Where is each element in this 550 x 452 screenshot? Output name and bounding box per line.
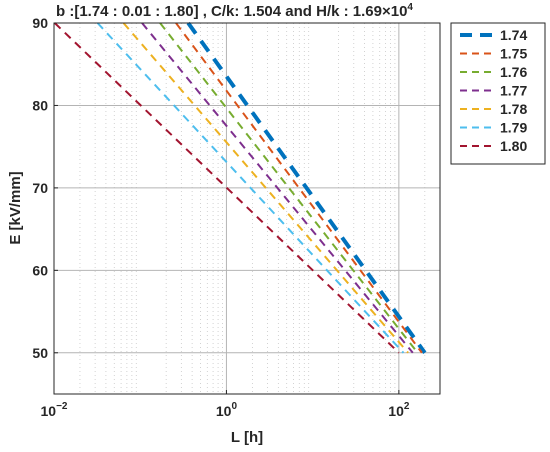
legend-label: 1.75	[500, 46, 527, 62]
chart-title: b :[1.74 : 0.01 : 1.80] , C/k: 1.504 and…	[56, 2, 413, 20]
series-group	[54, 21, 427, 354]
grid	[54, 23, 440, 394]
legend-box	[450, 22, 546, 165]
legend-label: 1.77	[500, 83, 527, 99]
legend-label: 1.78	[500, 101, 527, 117]
legend-label: 1.79	[500, 120, 527, 136]
series-line-1-77	[141, 22, 414, 354]
x-axis-label: L [h]	[231, 429, 263, 446]
y-axis-ticks: 50 60 70 80 90	[32, 15, 58, 361]
series-line-1-80	[54, 22, 400, 354]
legend-label: 1.74	[500, 27, 527, 43]
x-axis-ticks: 10−2 100 102	[41, 390, 410, 419]
y-tick-label: 70	[32, 180, 48, 196]
y-tick-label: 60	[32, 262, 48, 278]
series-line-1-78	[122, 22, 409, 354]
series-line-1-75	[175, 22, 423, 354]
chart-title-main: b :[1.74 : 0.01 : 1.80] , C/k: 1.504 and…	[56, 3, 407, 20]
legend-label: 1.76	[500, 64, 527, 80]
y-tick-label: 80	[32, 97, 48, 113]
plot-area-border	[53, 22, 441, 395]
x-tick-label: 100	[216, 401, 238, 419]
series-line-1-79	[96, 22, 405, 354]
chart-title-superscript: 4	[407, 2, 413, 13]
x-tick-label: 102	[388, 401, 410, 419]
series-line-1-74	[186, 21, 427, 354]
y-tick-label: 50	[32, 345, 48, 361]
x-tick-label: 10−2	[41, 401, 68, 419]
y-axis-label: E [kV/mm]	[7, 171, 24, 244]
legend-label: 1.80	[500, 138, 527, 154]
y-tick-label: 90	[32, 15, 48, 31]
legend: 1.74 1.75 1.76 1.77 1.78 1.79 1.80	[450, 22, 546, 165]
